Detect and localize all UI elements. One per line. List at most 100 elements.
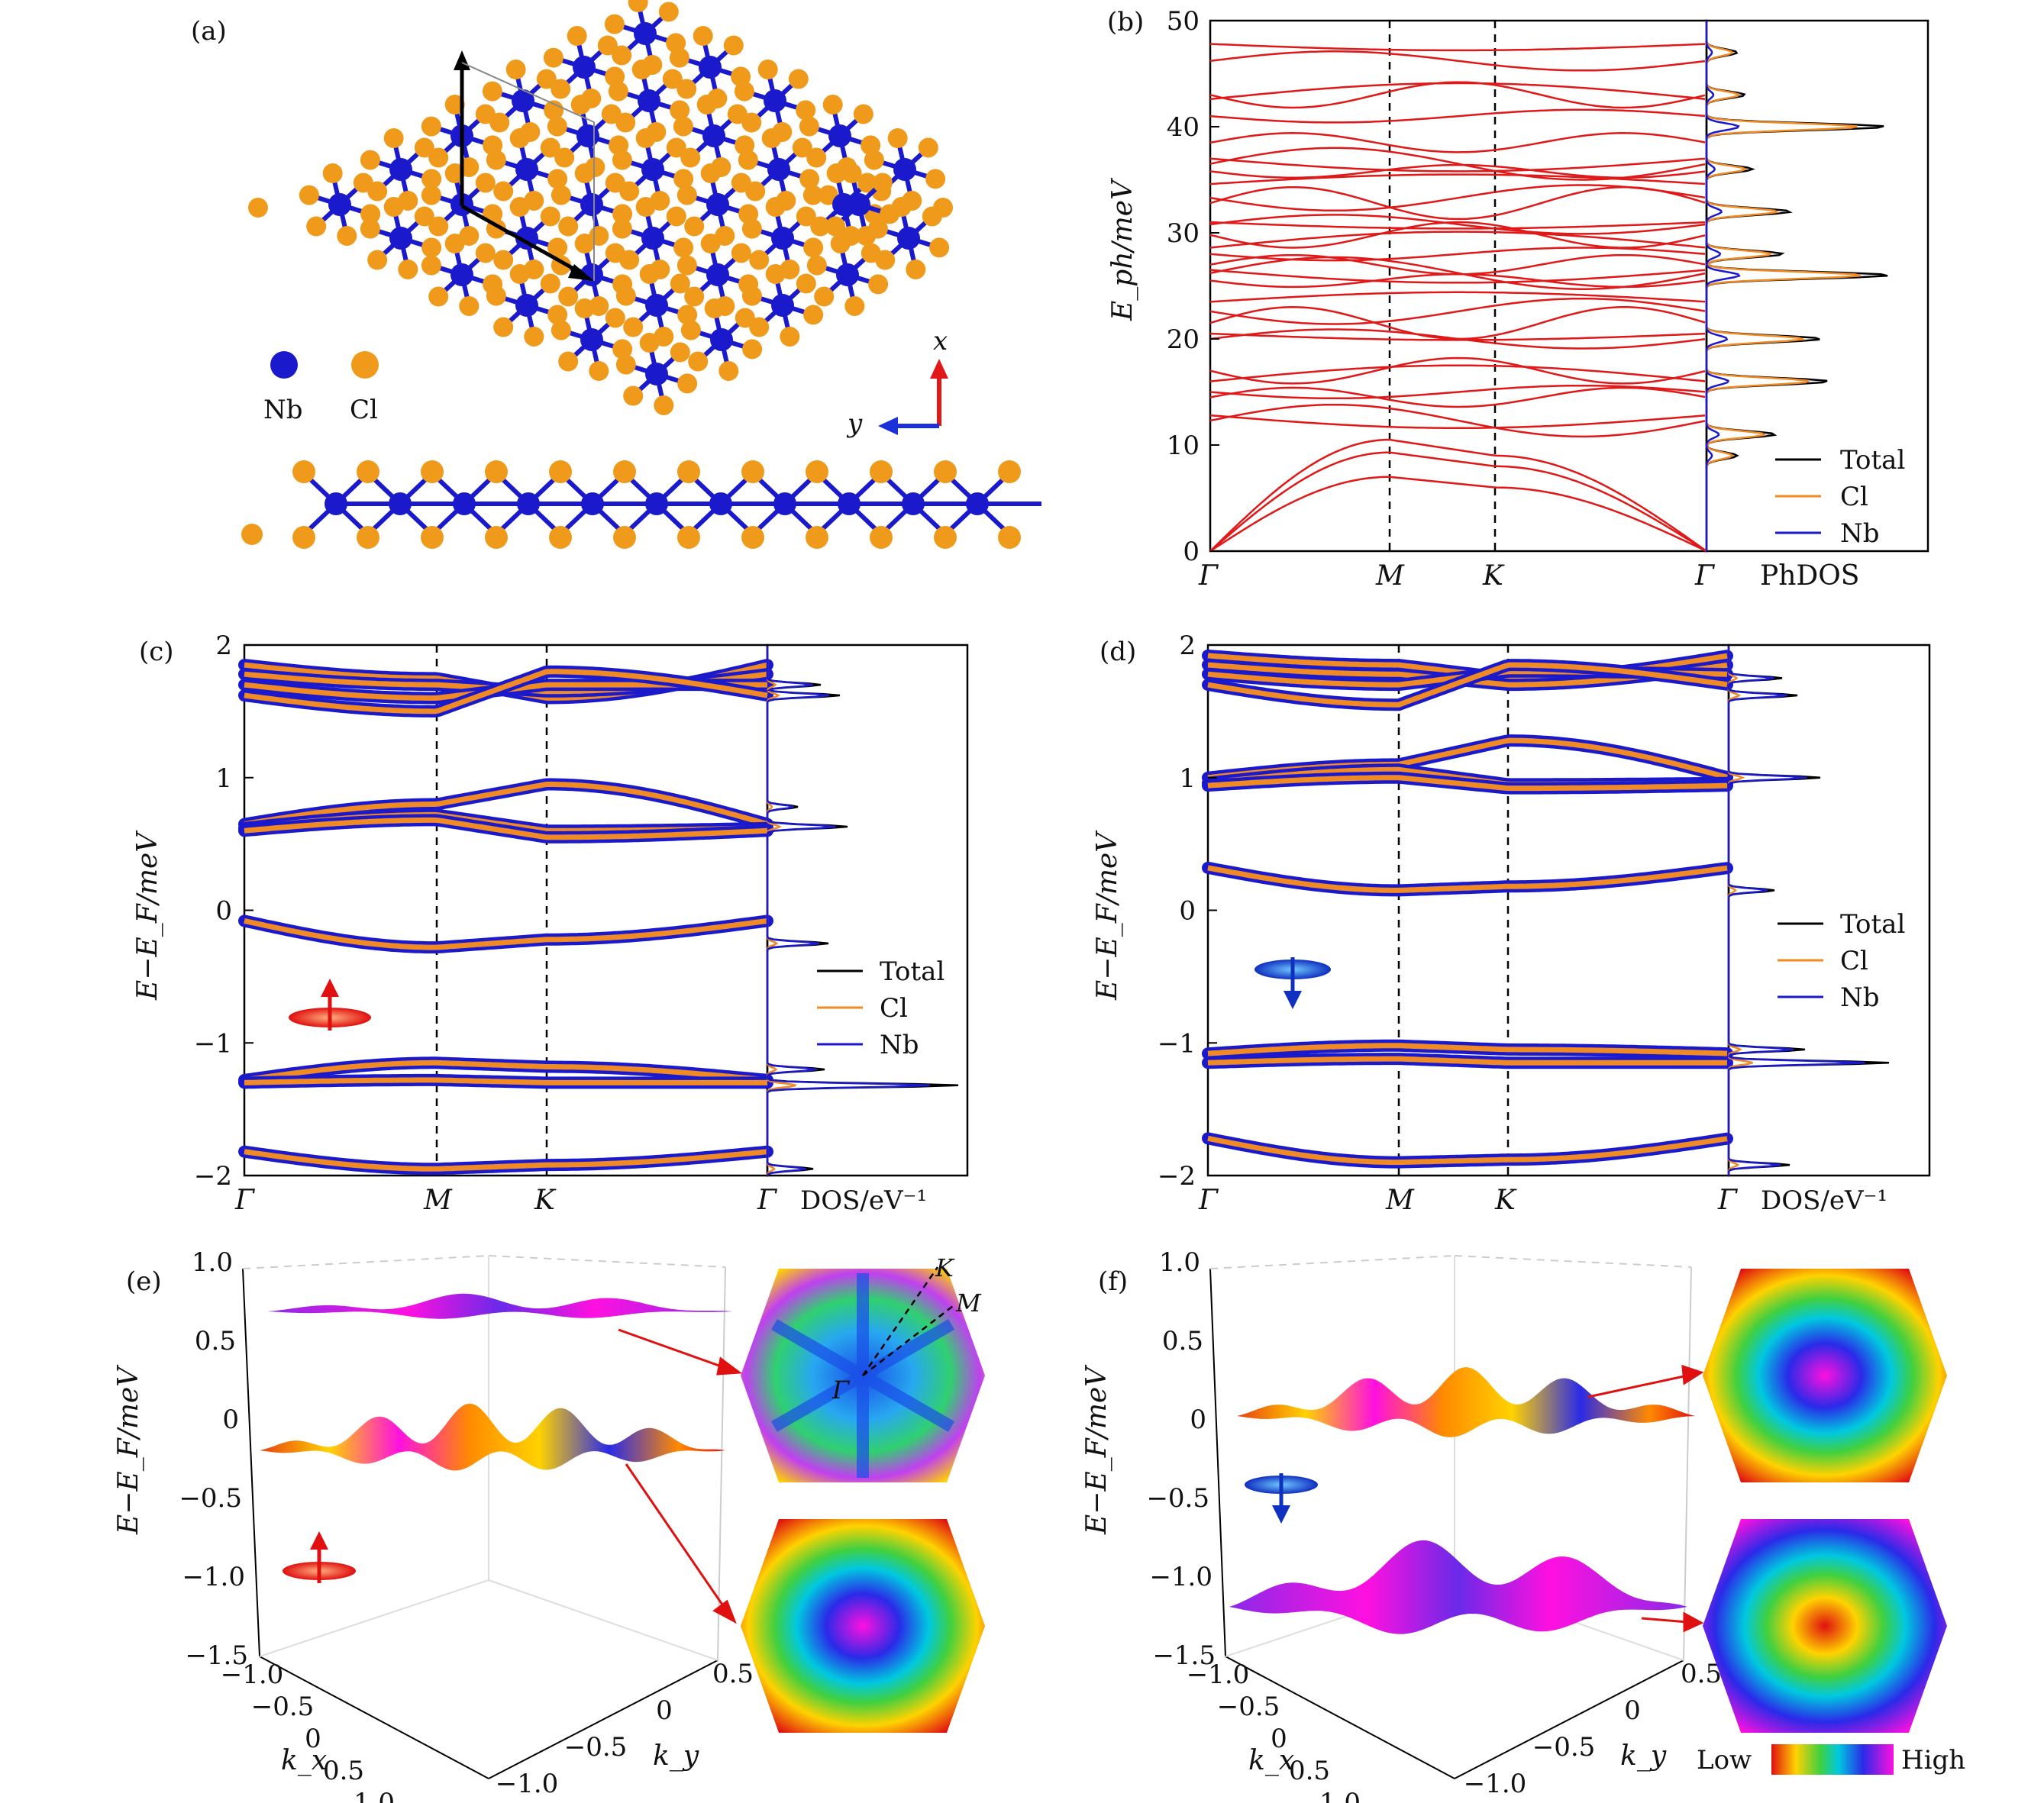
phonon-acoustic-branch (1209, 438, 1707, 553)
phonon-acoustic-branch (1209, 476, 1707, 553)
phonon-y-ticks: 0 10 20 30 40 50 (1167, 6, 1219, 567)
kpoint-gamma-2: Γ (757, 1185, 778, 1216)
kpoint-gamma-1: Γ (234, 1185, 256, 1216)
phonon-ylabel: E_ph/meV (1107, 177, 1138, 321)
spin-up-icon (289, 979, 371, 1031)
bz-label-m: M (955, 1289, 982, 1318)
z-tick-label: −1.5 (1152, 1640, 1216, 1671)
panel-label-d: (d) (1099, 637, 1136, 667)
dos-curve (766, 646, 796, 1176)
band-cl-weight (244, 669, 768, 714)
kx-label: k_x (281, 1745, 327, 1776)
kx-tick-label: 1.0 (354, 1788, 395, 1803)
ky-tick-label: 0.5 (712, 1659, 754, 1689)
phonon-branch (1209, 384, 1706, 400)
kpoint-m: M (1375, 560, 1405, 592)
spin-up-3d-band-panel: 1.00.50−0.5−1.0−1.5 −1.0−0.500.51.0 −1.0… (113, 1247, 985, 1803)
legend-cl: Cl (880, 993, 908, 1024)
spin-up-3d-ylabel: E−E_F/meV (113, 1364, 144, 1535)
y-tick-label: −2 (194, 1161, 232, 1192)
z-tick-label: 1.0 (1159, 1247, 1200, 1278)
spin-down-bands (1202, 649, 1733, 1169)
unit-cell-arrows (454, 50, 595, 281)
z-tick-label: 0 (222, 1405, 239, 1435)
spin-down-legend: Total Cl Nb (1778, 909, 1905, 1013)
dos-curve (1727, 646, 1865, 1176)
spin-up-dos-frame (766, 643, 969, 1177)
z-tick-label: −0.5 (1146, 1483, 1209, 1514)
crystal-top-view (248, 0, 953, 415)
ky-tick-label: −0.5 (564, 1732, 628, 1763)
upper-band-surface (267, 1293, 733, 1319)
kx-tick-label: −0.5 (251, 1692, 315, 1722)
phonon-branch (1209, 173, 1706, 185)
kpoint-k: K (1482, 560, 1505, 592)
y-tick-label: −1 (1158, 1028, 1196, 1059)
phonon-branch (1209, 185, 1706, 221)
phonon-branch (1209, 132, 1706, 153)
phonon-dos-curve (1705, 21, 1741, 551)
band-cl-weight (1207, 662, 1728, 708)
phdos-label: PhDOS (1760, 560, 1859, 592)
band-cl-weight (1207, 775, 1728, 792)
phonon-acoustic-branch (1209, 451, 1707, 553)
bz-label-gamma: Γ (831, 1376, 851, 1405)
phonon-branch (1209, 157, 1706, 173)
spin-up-ylabel: E−E_F/meV (132, 830, 163, 1001)
z-tick-label: 0 (1190, 1405, 1206, 1435)
nb-legend-icon (270, 351, 298, 379)
legend-total: Total (1840, 909, 1905, 940)
phonon-branch (1209, 291, 1706, 303)
ky-tick-label: 0 (1624, 1695, 1641, 1726)
colorbar-low-label: Low (1697, 1745, 1752, 1776)
phonon-branch (1209, 81, 1706, 109)
z-tick-label: 0.5 (195, 1326, 236, 1356)
spin-up-kx-ticks: −1.0−0.500.5 1.0 (221, 1659, 395, 1803)
panel-label-a: (a) (191, 16, 227, 47)
y-tick-label: 0 (1183, 537, 1200, 567)
band-cl-weight (1207, 1043, 1728, 1056)
y-tick-label: −2 (1158, 1161, 1196, 1192)
band-cl-weight (1207, 865, 1728, 893)
phonon-branch (1209, 386, 1706, 408)
phonon-branch (1209, 256, 1706, 290)
phonon-branch (1209, 297, 1706, 325)
3d-axes-box (242, 1255, 726, 1779)
kpoint-k: K (1494, 1185, 1517, 1216)
phonon-dispersion-panel: 0 10 20 30 40 50 E_ph/meV Γ M K Γ PhDOS Total… (1107, 6, 1929, 592)
colorbar (1771, 1744, 1894, 1775)
kpoint-gamma-1: Γ (1198, 1185, 1219, 1216)
y-tick-label: 50 (1167, 6, 1200, 37)
z-tick-label: 1.0 (192, 1247, 233, 1278)
spin-down-band-frame (1206, 643, 1730, 1177)
colorbar-high-label: High (1901, 1745, 1965, 1776)
band-cl-weight (244, 1060, 768, 1083)
spin-up-z-ticks: 1.0 0.5 0 −0.5 −1.0 −1.5 (179, 1247, 248, 1671)
kpoint-gamma-2: Γ (1717, 1185, 1739, 1216)
z-tick-label: −1.0 (1149, 1562, 1213, 1592)
spin-down-icon (1254, 957, 1331, 1009)
panel-label-f: (f) (1098, 1266, 1128, 1297)
cl-legend-icon (351, 351, 379, 379)
legend-cl: Cl (1840, 946, 1868, 976)
spin-up-legend: Total Cl Nb (817, 956, 945, 1060)
ky-label: k_y (653, 1740, 699, 1772)
band-cl-weight (244, 1077, 767, 1085)
phonon-branch (1209, 332, 1706, 341)
phonon-branch (1209, 50, 1706, 72)
phonon-branch (1209, 414, 1706, 430)
spin-up-band-frame (243, 643, 769, 1177)
crystal-structure: Nb Cl x y (241, 0, 1041, 549)
phonon-branch (1209, 184, 1706, 212)
dos-label: DOS/eV⁻¹ (1761, 1185, 1887, 1216)
spin-down-3d-band-panel: 1.00.50−0.5−1.0−1.5 −1.0−0.500.51.0 −1.0… (1081, 1247, 1965, 1803)
kx-tick-label: 0.5 (1289, 1756, 1330, 1786)
band-cl-weight (1207, 1056, 1727, 1066)
lower-band-surface (260, 1403, 725, 1471)
y-tick-label: 2 (1179, 631, 1196, 661)
y-tick-label: 2 (215, 631, 232, 661)
band-cl-weight (244, 918, 768, 950)
upper-band-surface (1237, 1367, 1695, 1437)
kx-tick-label: 0 (1271, 1724, 1287, 1754)
